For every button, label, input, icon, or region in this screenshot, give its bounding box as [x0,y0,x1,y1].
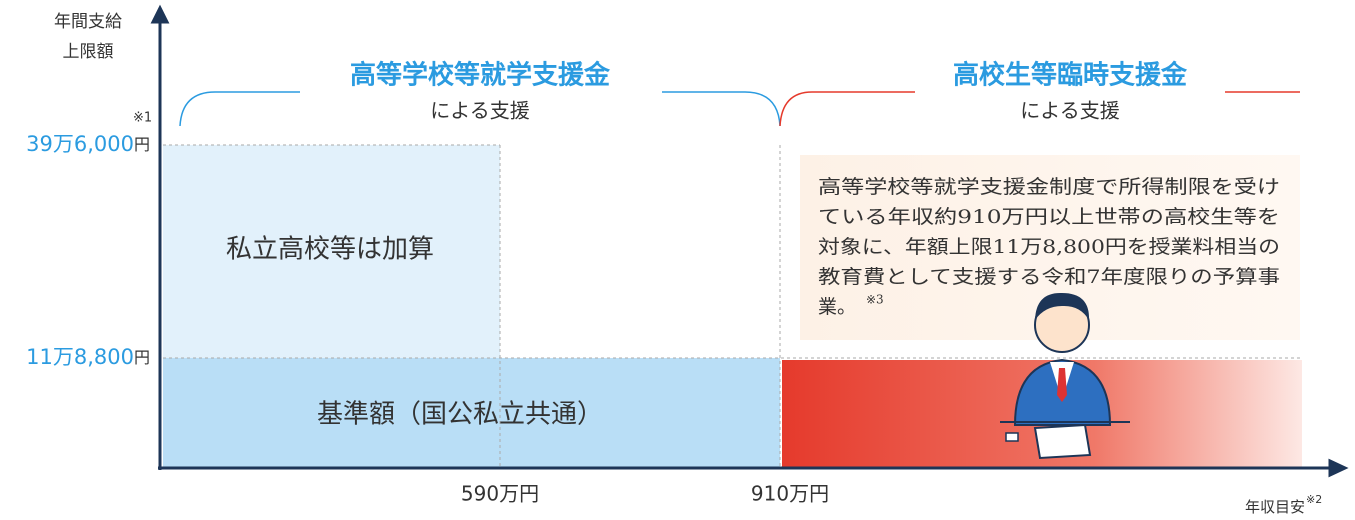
braces [179,91,1300,127]
x-axis-label: 年収目安 [1245,498,1305,516]
unit: 円 [134,135,150,154]
x-label: 910万円 [751,482,829,506]
section-subtitle: による支援 [430,99,529,123]
callout-line: 業。 [818,296,856,318]
note: ※3 [866,293,884,307]
y-axis-label: 上限額 [63,42,114,62]
note: ※2 [1306,493,1322,506]
note: ※1 [133,111,152,126]
y-label: 39万6,000円 [26,132,150,156]
unit: 円 [134,348,150,367]
callout-line: 対象に、年額上限11万8,800円を授業料相当の [818,236,1280,258]
guides [163,144,1300,468]
axes [150,4,1349,478]
section-title: 高校生等臨時支援金 [953,60,1188,91]
region-label: 基準額（国公私立共通） [317,400,603,430]
base-region [163,358,780,468]
callout-line: ている年収約910万円以上世帯の高校生等を [818,206,1280,228]
section-subtitle: による支援 [1020,99,1119,123]
region-label: 私立高校等は加算 [226,235,434,265]
callout: 高等学校等就学支援金制度で所得制限を受け ている年収約910万円以上世帯の高校生… [818,176,1280,318]
callout-line: 高等学校等就学支援金制度で所得制限を受け [818,176,1280,198]
y-axis-label: 年間支給 [54,12,122,32]
x-label: 590万円 [461,482,539,506]
amount: 39万6,000 [26,132,134,156]
person-illustration [1000,292,1130,460]
private-region [163,145,500,358]
amount: 11万8,800 [26,345,134,369]
section-title: 高等学校等就学支援金 [350,60,611,91]
y-label: 11万8,800円 [26,345,150,369]
callout-line: 教育費として支援する令和7年度限りの予算事 [818,266,1280,288]
